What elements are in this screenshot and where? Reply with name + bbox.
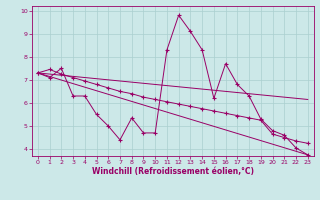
X-axis label: Windchill (Refroidissement éolien,°C): Windchill (Refroidissement éolien,°C)	[92, 167, 254, 176]
